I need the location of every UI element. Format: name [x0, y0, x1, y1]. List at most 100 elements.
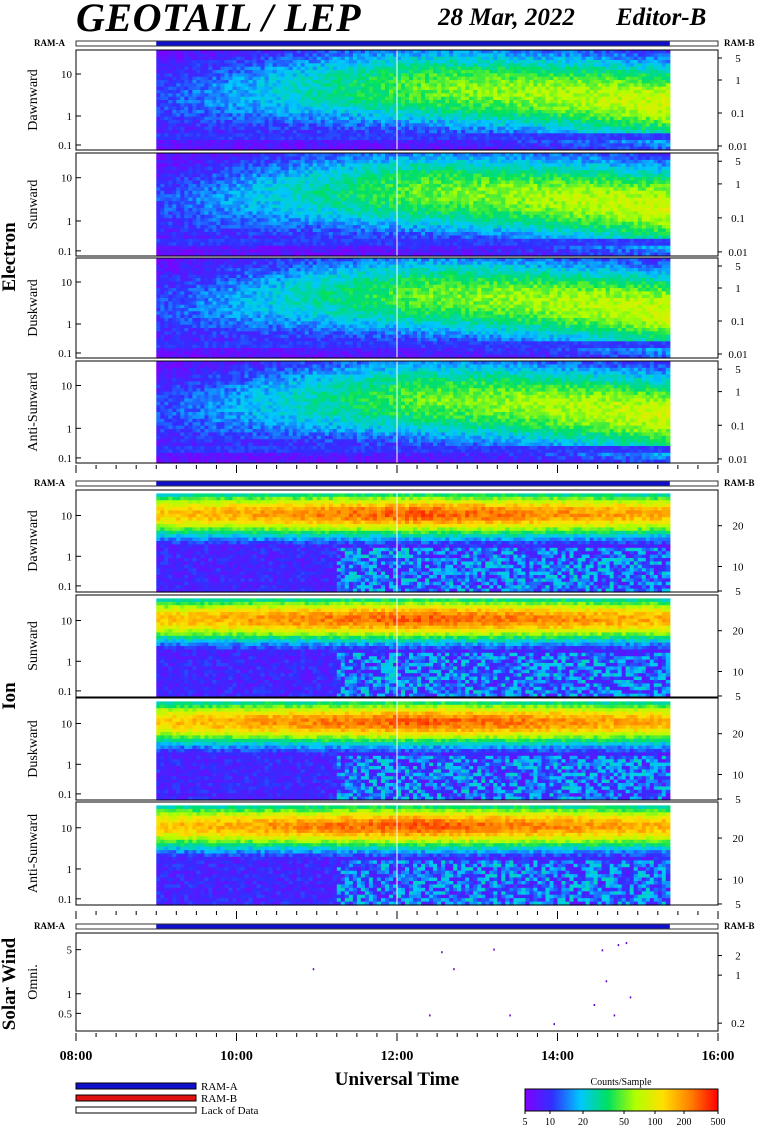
heatmap-cell [257, 177, 262, 181]
heatmap-cell [542, 93, 547, 97]
heatmap-cell [245, 167, 250, 171]
heatmap-cell [204, 177, 209, 181]
heatmap-cell [176, 113, 181, 117]
heatmap-cell [618, 83, 623, 87]
heatmap-cell [233, 53, 238, 57]
heatmap-cell [445, 53, 450, 57]
heatmap-cell [429, 113, 434, 117]
heatmap-cell [277, 93, 282, 97]
heatmap-cell [453, 103, 458, 107]
heatmap-cell [309, 113, 314, 117]
heatmap-cell [225, 177, 230, 181]
heatmap-cell [204, 133, 209, 137]
heatmap-cell [421, 63, 426, 67]
heatmap-cell [285, 208, 290, 212]
heatmap-cell [285, 83, 290, 87]
heatmap-cell [453, 83, 458, 87]
heatmap-cell [305, 113, 310, 117]
heatmap-cell [654, 123, 659, 127]
heatmap-cell [385, 123, 390, 127]
heatmap-cell [285, 211, 290, 215]
heatmap-cell [265, 177, 270, 181]
left-tick-label: 10 [61, 69, 73, 81]
heatmap-cell [329, 113, 334, 117]
heatmap-cell [156, 239, 161, 243]
heatmap-cell [501, 83, 506, 87]
heatmap-cell [297, 218, 302, 222]
heatmap-cell [325, 103, 330, 107]
heatmap-cell [168, 229, 173, 233]
heatmap-cell [208, 194, 213, 198]
heatmap-cell [401, 103, 406, 107]
heatmap-cell [156, 177, 161, 181]
heatmap-cell [160, 93, 165, 97]
heatmap-cell [160, 103, 165, 107]
heatmap-cell [493, 103, 498, 107]
heatmap-cell [493, 123, 498, 127]
heatmap-cell [261, 198, 266, 202]
heatmap-cell [273, 143, 278, 147]
heatmap-cell [216, 246, 221, 250]
heatmap-cell [237, 113, 242, 117]
heatmap-cell [465, 123, 470, 127]
status-label-ram-a: RAM-A [34, 38, 65, 48]
heatmap-cell [433, 63, 438, 67]
heatmap-cell [180, 156, 185, 160]
heatmap-cell [160, 177, 165, 181]
right-tick-label: 1 [735, 75, 741, 87]
heatmap-cell [445, 63, 450, 67]
heatmap-cell [188, 167, 193, 171]
heatmap-cell [618, 113, 623, 117]
heatmap-cell [180, 167, 185, 171]
heatmap-cell [373, 63, 378, 67]
heatmap-cell [313, 133, 318, 137]
heatmap-cell [237, 83, 242, 87]
heatmap-cell [349, 113, 354, 117]
heatmap-cell [289, 113, 294, 117]
heatmap-cell [241, 93, 246, 97]
heatmap-cell [417, 83, 422, 87]
heatmap-cell [558, 53, 563, 57]
heatmap-cell [385, 63, 390, 67]
heatmap-cell [160, 211, 165, 215]
heatmap-cell [293, 235, 298, 239]
heatmap-cell [229, 167, 234, 171]
heatmap-cell [301, 53, 306, 57]
heatmap-cell [465, 73, 470, 77]
right-tick-label: 5 [735, 53, 741, 65]
heatmap-cell [208, 156, 213, 160]
heatmap-cell [537, 113, 542, 117]
heatmap-cell [602, 133, 607, 137]
heatmap-cell [546, 93, 551, 97]
heatmap-cell [277, 73, 282, 77]
heatmap-cell [562, 133, 567, 137]
heatmap-cell [305, 156, 310, 160]
heatmap-cell [180, 93, 185, 97]
heatmap-cell [405, 63, 410, 67]
heatmap-cell [461, 83, 466, 87]
heatmap-cell [192, 143, 197, 147]
heatmap-cell [269, 160, 274, 164]
heatmap-cell [409, 103, 414, 107]
heatmap-cell [658, 113, 663, 117]
heatmap-cell [225, 167, 230, 171]
heatmap-cell [397, 123, 402, 127]
heatmap-cell [517, 113, 522, 117]
heatmap-cell [269, 143, 274, 147]
heatmap-cell [417, 103, 422, 107]
heatmap-cell [277, 113, 282, 117]
heatmap-cell [253, 194, 258, 198]
heatmap-cell [509, 103, 514, 107]
heatmap-cell [237, 187, 242, 191]
heatmap-cell [261, 167, 266, 171]
heatmap-cell [329, 53, 334, 57]
heatmap-cell [297, 63, 302, 67]
heatmap-cell [200, 184, 205, 188]
heatmap-cell [200, 208, 205, 212]
heatmap-cell [253, 73, 258, 77]
heatmap-cell [176, 229, 181, 233]
heatmap-cell [160, 187, 165, 191]
heatmap-cell [578, 143, 583, 147]
heatmap-cell [253, 170, 258, 174]
heatmap-cell [666, 73, 671, 77]
